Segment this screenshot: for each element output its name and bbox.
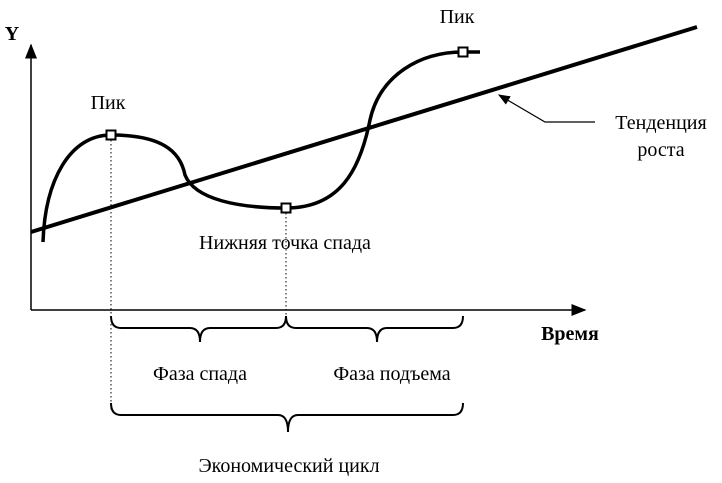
x-axis-label: Время [541,323,599,345]
callout-arrow [497,94,595,123]
peak-marker [457,46,469,58]
point-label: Нижняя точка спада [199,232,371,254]
peak-marker [105,129,117,141]
point-label: Пик [440,6,475,28]
trend-line [30,25,698,234]
trough-marker [280,202,292,214]
trend-label: Тенденция [615,112,706,134]
phase-label: Фаза спада [153,363,247,385]
brace [285,315,464,343]
trend-label: роста [637,139,684,161]
brace [110,402,464,433]
cycle-curve [41,50,480,243]
cycle-label: Экономический цикл [198,455,379,477]
brace [110,315,287,343]
point-label: Пик [91,92,126,114]
phase-label: Фаза подъема [333,363,450,385]
y-axis-label: Y [5,23,20,45]
